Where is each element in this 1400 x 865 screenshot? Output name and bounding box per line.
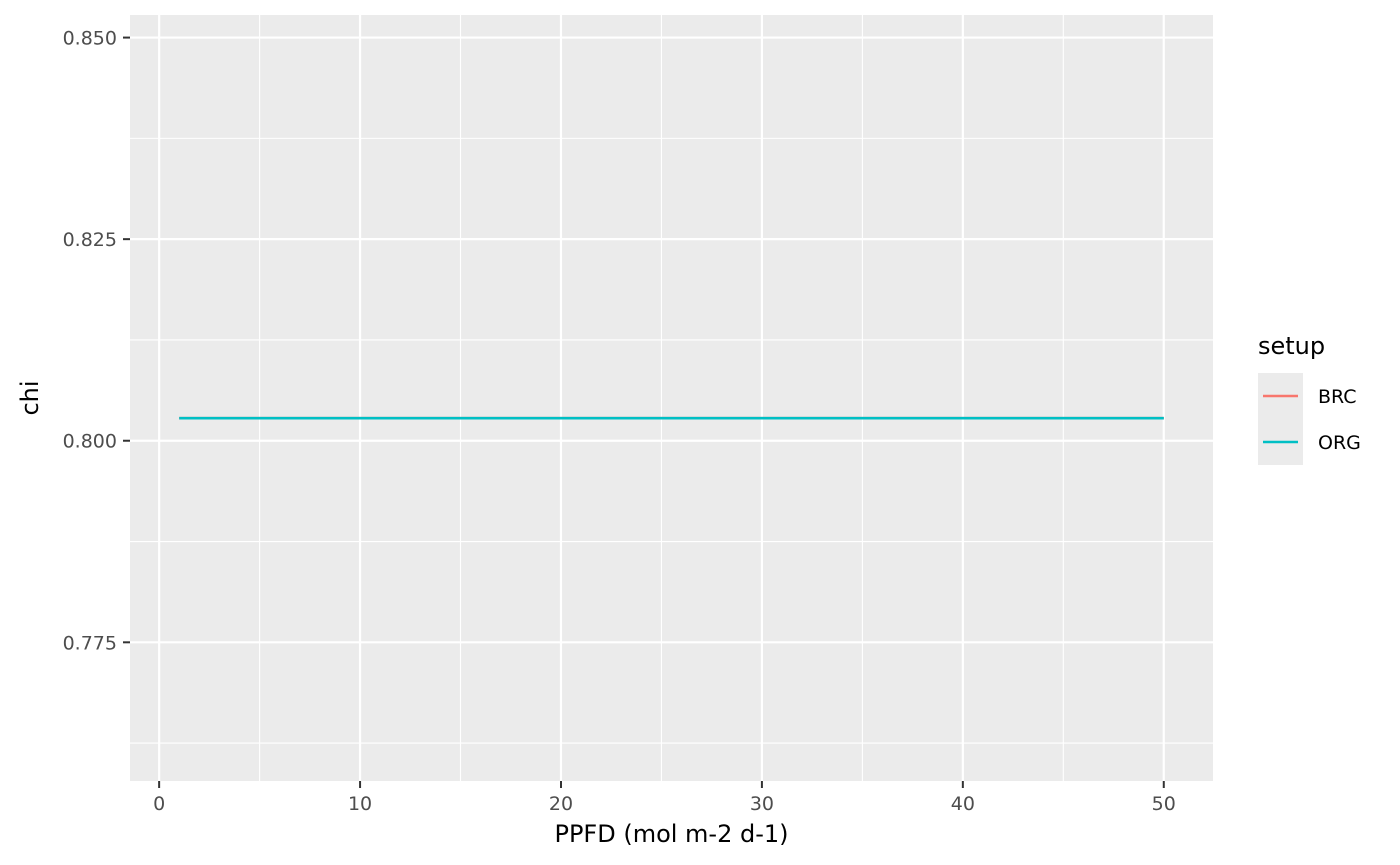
x-tick-label: 30 [750,793,774,815]
x-tick-label: 50 [1152,793,1176,815]
x-tick-label: 10 [348,793,372,815]
x-axis-title: PPFD (mol m-2 d-1) [554,820,788,848]
y-axis-title: chi [16,380,44,415]
x-axis: 0 10 20 30 40 50 [153,781,1176,815]
y-tick-label: 0.775 [63,632,117,654]
y-tick-label: 0.825 [63,229,117,251]
y-tick-label: 0.850 [63,28,117,50]
legend: setup BRC ORG [1258,332,1361,465]
legend-label-org: ORG [1318,432,1361,454]
y-tick-label: 0.800 [63,431,117,453]
x-tick-label: 0 [153,793,165,815]
legend-label-brc: BRC [1318,386,1357,408]
legend-title: setup [1258,332,1325,360]
plot-panel [130,15,1213,781]
legend-entries: BRC ORG [1263,386,1361,454]
x-tick-label: 20 [549,793,573,815]
minor-gridlines [130,15,1213,781]
y-axis: 0.775 0.800 0.825 0.850 [63,28,130,654]
x-tick-label: 40 [951,793,975,815]
major-gridlines [130,15,1213,781]
legend-key-background [1258,373,1303,465]
